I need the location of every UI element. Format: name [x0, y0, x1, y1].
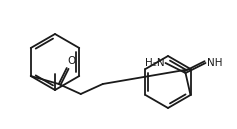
Text: O: O: [68, 56, 76, 66]
Text: H₂N: H₂N: [145, 58, 164, 68]
Text: NH: NH: [206, 58, 222, 68]
